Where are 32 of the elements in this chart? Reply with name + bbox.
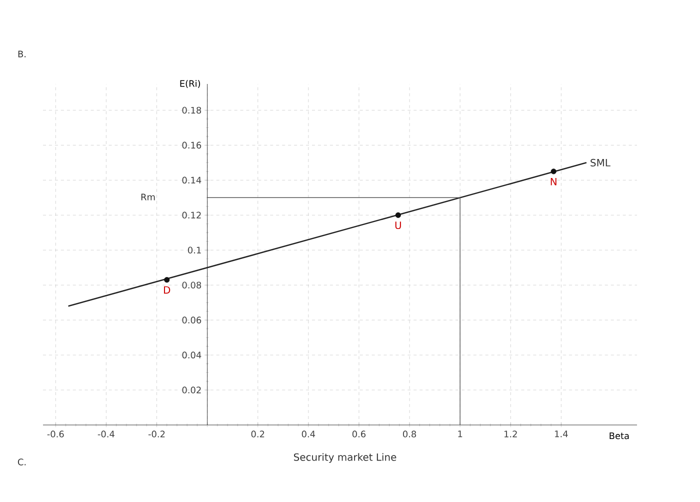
point [164,277,170,283]
x-tick-label: 0.8 [402,430,416,438]
text: B. [18,50,26,58]
series-label: D [164,286,170,294]
point [550,168,556,174]
x-tick-label: 1.4 [555,430,568,438]
y-tick-label: 0.14 [182,176,202,184]
x-tick-label: 1 [458,430,462,438]
x-tick-label: 0.6 [352,430,366,438]
y-axis-title: E(Ri) [180,80,200,88]
y-tick-label: 0.04 [182,352,202,358]
x-tick-label: 0.2 [251,430,264,438]
y-tick-label: 0.1 [188,246,201,254]
x-axis-title: Beta [610,432,629,440]
y-tick-label: 0.18 [182,106,202,114]
x-tick-label: 0.4 [302,430,316,438]
annotation: Rm [141,194,155,200]
series-label: N [550,178,556,186]
text: C. [18,458,26,466]
series-label: SML [590,158,610,166]
x-tick-label: -0.2 [148,430,165,438]
series-label: U [395,222,401,230]
y-tick-label: 0.06 [182,316,202,324]
y-tick-label: 0.08 [182,282,202,288]
y-tick-label: 0.16 [182,142,202,149]
x-tick-label: -0.6 [47,430,64,438]
y-tick-label: 0.02 [182,386,201,394]
text: Security market Line [294,453,396,463]
y-tick-label: 0.12 [182,212,201,219]
point [395,212,401,218]
x-tick-label: -0.4 [98,430,114,438]
x-tick-label: 1.2 [504,430,517,438]
